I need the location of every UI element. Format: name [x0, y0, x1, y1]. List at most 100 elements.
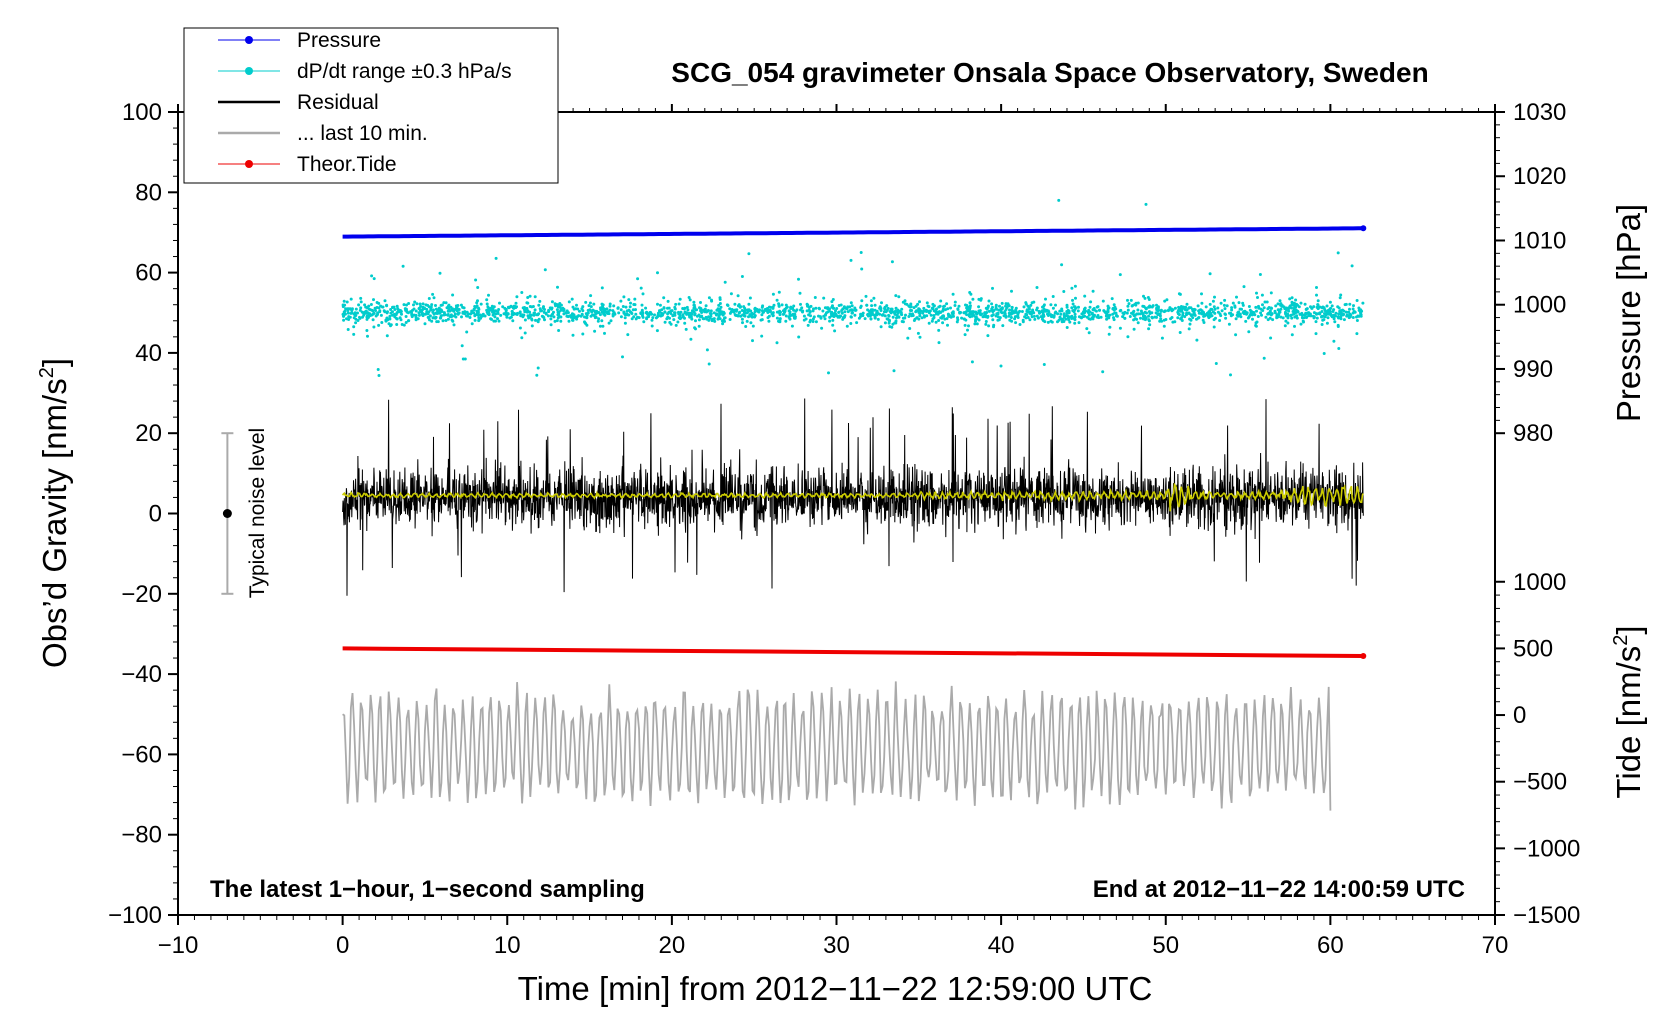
dpdt-point	[1269, 336, 1273, 340]
dpdt-point	[1207, 316, 1211, 320]
dpdt-point	[603, 331, 606, 335]
dpdt-point	[1300, 311, 1304, 315]
dpdt-point	[876, 317, 880, 321]
dpdt-point	[1091, 289, 1095, 293]
dpdt-point	[740, 275, 744, 278]
dpdt-point	[1180, 307, 1184, 311]
dpdt-point	[575, 317, 579, 321]
dpdt-point	[1214, 362, 1218, 365]
dpdt-point	[984, 320, 988, 323]
dpdt-point	[1158, 319, 1162, 323]
dpdt-point	[649, 311, 653, 315]
dpdt-point	[897, 295, 901, 299]
dpdt-point	[835, 307, 839, 310]
dpdt-point	[1237, 301, 1241, 305]
dpdt-point	[1176, 312, 1180, 316]
dpdt-point	[623, 316, 627, 320]
dpdt-point	[1218, 319, 1222, 322]
pressure-tick-label: 1010	[1513, 227, 1566, 254]
dpdt-point	[799, 302, 802, 306]
dpdt-point	[485, 302, 489, 306]
dpdt-point	[809, 314, 812, 318]
dpdt-point	[559, 303, 563, 307]
dpdt-point	[1318, 305, 1322, 309]
dpdt-point	[662, 296, 666, 300]
dpdt-point	[749, 321, 753, 325]
dpdt-point	[353, 311, 357, 315]
dpdt-point	[1264, 315, 1268, 319]
dpdt-point	[853, 313, 857, 317]
dpdt-point	[523, 310, 527, 314]
dpdt-point	[735, 308, 739, 312]
dpdt-point	[834, 309, 837, 313]
dpdt-point	[402, 323, 406, 327]
dpdt-point	[532, 311, 536, 315]
dpdt-point	[1269, 291, 1273, 295]
dpdt-point	[663, 320, 667, 324]
dpdt-point	[570, 297, 574, 301]
x-tick-label: 70	[1482, 932, 1509, 959]
legend-label: ... last 10 min.	[297, 122, 428, 145]
dpdt-point	[685, 305, 689, 309]
dpdt-point	[617, 311, 621, 315]
dpdt-point	[1195, 338, 1199, 342]
dpdt-point	[562, 312, 566, 316]
dpdt-point	[1176, 309, 1180, 312]
dpdt-point	[1162, 318, 1166, 322]
dpdt-point	[1092, 307, 1096, 310]
dpdt-point	[694, 327, 697, 331]
dpdt-point	[805, 309, 809, 313]
dpdt-point	[644, 306, 648, 310]
dpdt-point	[797, 335, 801, 339]
dpdt-point	[1355, 319, 1359, 322]
dpdt-point	[1049, 313, 1053, 317]
dpdt-point	[413, 300, 417, 304]
dpdt-point	[1059, 312, 1063, 316]
dpdt-point	[1263, 300, 1267, 304]
dpdt-point	[956, 316, 959, 320]
dpdt-point	[1171, 308, 1175, 312]
residual-series-line	[342, 398, 1364, 596]
dpdt-point	[747, 252, 751, 256]
dpdt-point	[901, 300, 905, 304]
y-tick-label: 0	[149, 501, 162, 528]
dpdt-point	[958, 310, 962, 314]
dpdt-point	[542, 310, 546, 314]
dpdt-point	[1121, 311, 1125, 315]
dpdt-point	[665, 317, 669, 321]
dpdt-point	[1259, 311, 1263, 315]
dpdt-point	[1102, 309, 1106, 313]
dpdt-point	[641, 292, 645, 296]
dpdt-point	[1150, 311, 1154, 315]
dpdt-point	[892, 369, 896, 373]
dpdt-point	[846, 305, 850, 309]
dpdt-point	[951, 312, 955, 316]
dpdt-point	[1336, 323, 1340, 327]
dpdt-point	[1126, 298, 1129, 302]
dpdt-point	[1126, 335, 1130, 339]
dpdt-point	[1342, 318, 1346, 322]
dpdt-point	[404, 315, 408, 318]
dpdt-point	[920, 316, 924, 320]
dpdt-point	[442, 301, 446, 305]
dpdt-point	[1328, 300, 1332, 304]
dpdt-point	[963, 323, 967, 327]
dpdt-point	[687, 296, 691, 299]
dpdt-point	[1230, 306, 1234, 310]
dpdt-point	[362, 313, 366, 317]
dpdt-point	[658, 309, 661, 313]
legend-label: dP/dt range ±0.3 hPa/s	[297, 60, 512, 83]
legend-label: Theor.Tide	[297, 153, 397, 176]
dpdt-point	[864, 294, 868, 298]
dpdt-point	[831, 323, 835, 327]
dpdt-point	[1216, 306, 1220, 310]
dpdt-point	[918, 335, 922, 339]
dpdt-point	[998, 304, 1001, 308]
dpdt-point	[372, 277, 376, 281]
dpdt-point	[1106, 306, 1110, 310]
dpdt-point	[591, 313, 594, 317]
dpdt-point	[650, 324, 654, 328]
dpdt-point	[1147, 298, 1151, 301]
dpdt-point	[687, 313, 691, 317]
dpdt-point	[690, 317, 694, 321]
